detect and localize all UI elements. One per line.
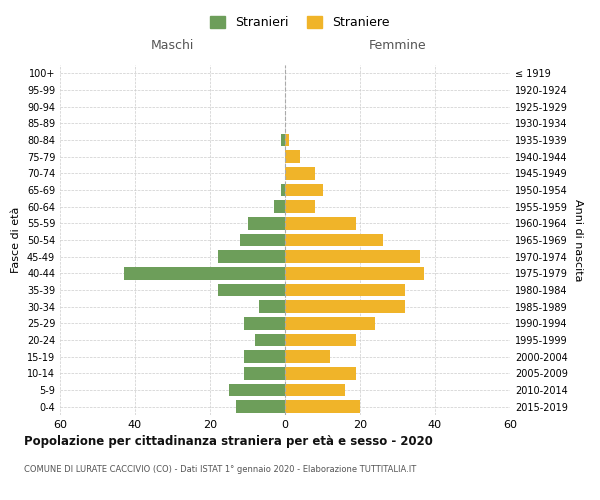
- Bar: [285, 300, 405, 313]
- Bar: [285, 134, 289, 146]
- Bar: [259, 300, 285, 313]
- Bar: [236, 400, 285, 413]
- Bar: [274, 200, 285, 213]
- Y-axis label: Anni di nascita: Anni di nascita: [573, 198, 583, 281]
- Legend: Stranieri, Straniere: Stranieri, Straniere: [205, 11, 395, 34]
- Bar: [285, 200, 315, 213]
- Bar: [218, 284, 285, 296]
- Bar: [248, 217, 285, 230]
- Bar: [285, 284, 405, 296]
- Bar: [240, 234, 285, 246]
- Bar: [124, 267, 285, 280]
- Bar: [285, 317, 375, 330]
- Bar: [229, 384, 285, 396]
- Bar: [244, 367, 285, 380]
- Bar: [285, 184, 323, 196]
- Bar: [218, 250, 285, 263]
- Bar: [285, 250, 420, 263]
- Bar: [285, 400, 360, 413]
- Bar: [285, 267, 424, 280]
- Text: Femmine: Femmine: [368, 38, 427, 52]
- Bar: [281, 184, 285, 196]
- Bar: [285, 217, 356, 230]
- Y-axis label: Fasce di età: Fasce di età: [11, 207, 21, 273]
- Bar: [255, 334, 285, 346]
- Text: COMUNE DI LURATE CACCIVIO (CO) - Dati ISTAT 1° gennaio 2020 - Elaborazione TUTTI: COMUNE DI LURATE CACCIVIO (CO) - Dati IS…: [24, 465, 416, 474]
- Bar: [285, 367, 356, 380]
- Bar: [285, 334, 356, 346]
- Text: Popolazione per cittadinanza straniera per età e sesso - 2020: Popolazione per cittadinanza straniera p…: [24, 435, 433, 448]
- Bar: [244, 317, 285, 330]
- Text: Maschi: Maschi: [151, 38, 194, 52]
- Bar: [244, 350, 285, 363]
- Bar: [285, 234, 383, 246]
- Bar: [285, 150, 300, 163]
- Bar: [285, 384, 345, 396]
- Bar: [281, 134, 285, 146]
- Bar: [285, 350, 330, 363]
- Bar: [285, 167, 315, 179]
